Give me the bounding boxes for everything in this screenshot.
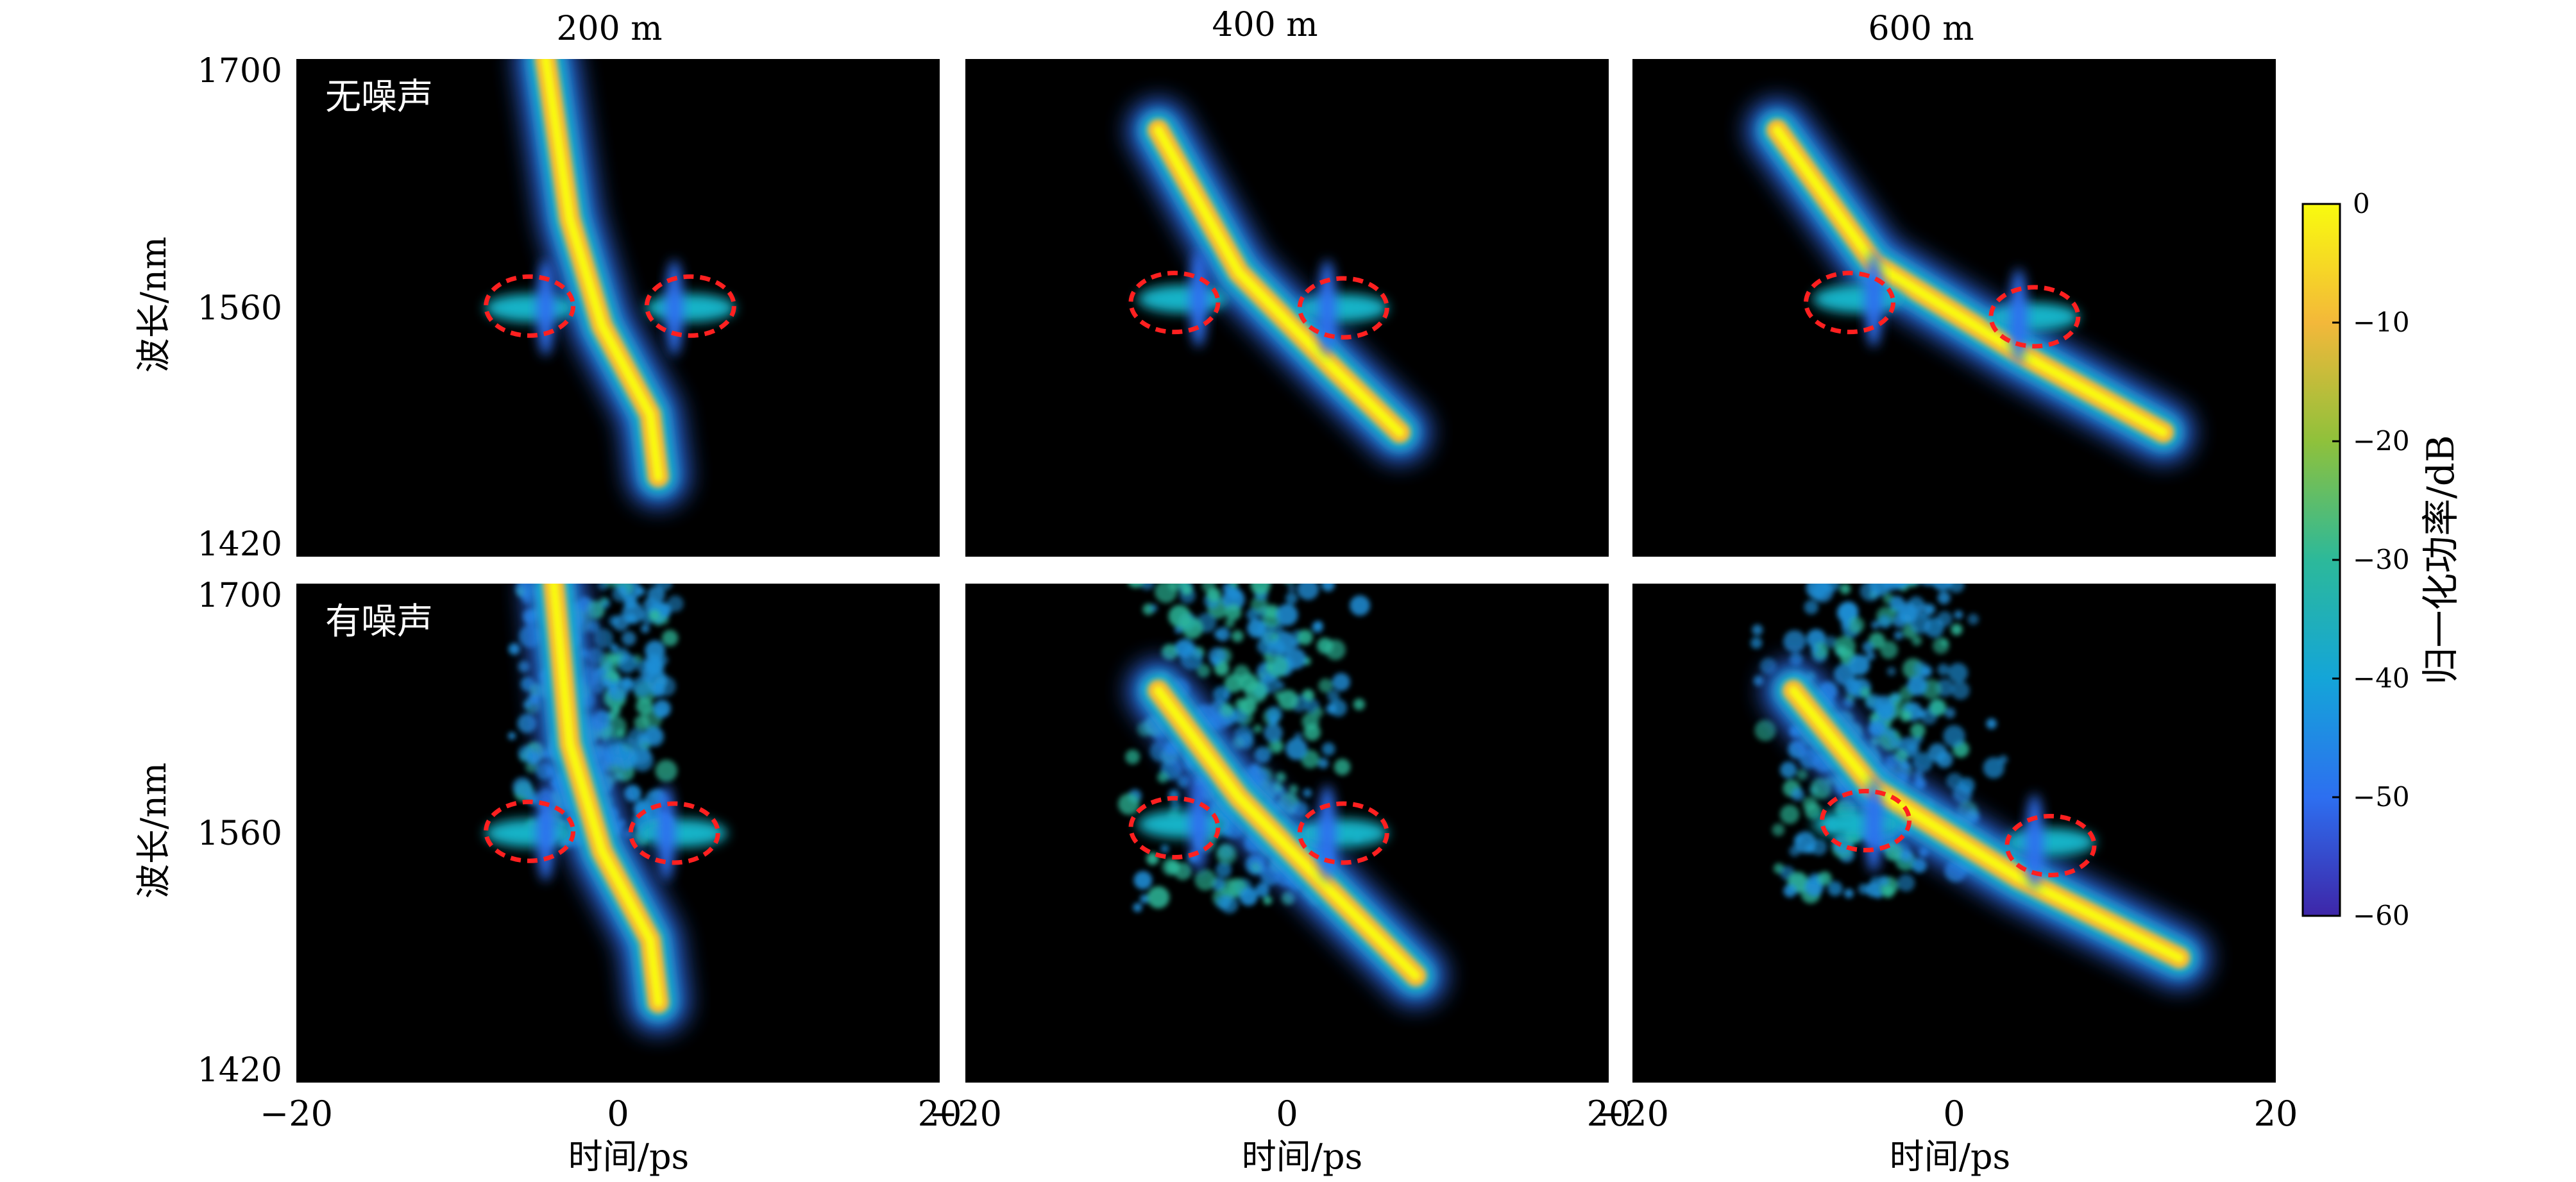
panel-content [484,584,727,1033]
ridge-core [1153,125,1405,437]
colorbar-label: 归一化功率/dB [2419,435,2462,684]
column-title-200m: 200 m [556,10,662,48]
colorbar-tick-label: −50 [2353,781,2410,813]
highlight-circle [1804,271,1896,335]
side-lobe-vertical [536,260,555,356]
side-lobe [484,294,575,322]
highlight-circle [1128,271,1221,335]
side-lobe-vertical [1189,251,1208,348]
colorbar-ticks: 0 −10 −20 −30 −40 −50 −60 [2332,188,2410,931]
side-lobe [1298,819,1389,847]
y-tick-label: 1700 [198,52,282,90]
y-axis-label-top: 波长/nm [133,237,174,373]
x-tick-label: −20 [260,1093,333,1134]
ridge-core [1772,125,2168,437]
x-axis-label-col3: 时间/ps [1890,1136,2010,1177]
y-tick-labels: 1420 1560 1700 1420 1560 1700 [198,52,282,1090]
side-lobe-vertical [1318,260,1337,356]
side-lobe [1298,294,1389,322]
panel-4: 有噪声 [296,584,940,1083]
x-tick-label: −20 [929,1093,1002,1134]
panel-3 [1632,59,2276,557]
colorbar-tick-label: −40 [2353,663,2410,694]
highlight-circle [484,799,576,863]
side-lobe [645,294,736,322]
x-tick-label: 20 [1587,1093,1631,1134]
colorbar-tick-label: −20 [2353,425,2410,457]
row-label: 无噪声 [325,76,433,118]
column-title-400m: 400 m [1212,6,1318,44]
colorbar-tick-label: −60 [2353,900,2410,931]
side-lobe-vertical [1189,776,1208,873]
y-tick-label: 1420 [198,1051,282,1090]
panel-content [484,59,736,507]
colorbar-tick-label: −10 [2353,307,2410,338]
panel-content [1750,584,2210,988]
side-lobe-vertical [536,785,555,881]
y-tick-label: 1560 [198,289,282,328]
y-tick-label: 1700 [198,577,282,615]
side-lobe-vertical [1865,251,1883,348]
panel-1: 无噪声 [296,59,940,557]
x-tick-labels: −20 0 20−20 0 20−20 0 20 [260,1093,2298,1134]
y-tick-label: 1560 [198,815,282,853]
highlight-circle [484,274,576,338]
side-lobe-vertical [657,785,675,881]
highlight-circle [628,801,720,865]
panel-content [1747,99,2194,463]
highlight-circle [644,274,736,338]
highlight-circle [2004,813,2097,877]
x-tick-label: 0 [607,1093,629,1134]
highlight-circle [1128,796,1221,860]
side-lobe-vertical [1318,785,1337,881]
side-lobe-vertical [2009,268,2028,365]
column-title-600m: 600 m [1868,10,1974,48]
side-lobe [2005,827,2096,856]
ridge-core [541,59,663,482]
x-tick-label: 20 [2254,1093,2298,1134]
highlight-circle [1820,789,1912,853]
panel-5 [965,584,1609,1083]
ridge-core [1153,686,1421,981]
highlight-circle [1297,276,1389,340]
x-tick-label: 0 [1276,1093,1298,1134]
panel-6 [1632,584,2276,1083]
side-lobe [484,819,575,847]
panel-content [1128,99,1430,463]
side-lobe-vertical [665,260,684,356]
side-lobe [1989,302,2080,331]
ridge-core [549,584,663,1007]
x-tick-label: 0 [1943,1093,1965,1134]
y-tick-label: 1420 [198,525,282,564]
highlight-circle [1297,801,1389,865]
colorbar-tick-label: −30 [2353,544,2410,575]
colorbar-tick-label: 0 [2353,188,2370,219]
x-tick-label: 20 [918,1093,962,1134]
x-tick-label: −20 [1596,1093,1669,1134]
highlight-circle [1988,285,2081,349]
ridge-core [1788,686,2184,963]
panel-content [1118,584,1446,1006]
row-label: 有噪声 [325,601,433,643]
x-axis-label-col1: 时间/ps [568,1136,689,1177]
panel-2 [965,59,1609,557]
y-axis-label-bottom: 波长/nm [133,763,174,899]
x-axis-label-col2: 时间/ps [1242,1136,1362,1177]
